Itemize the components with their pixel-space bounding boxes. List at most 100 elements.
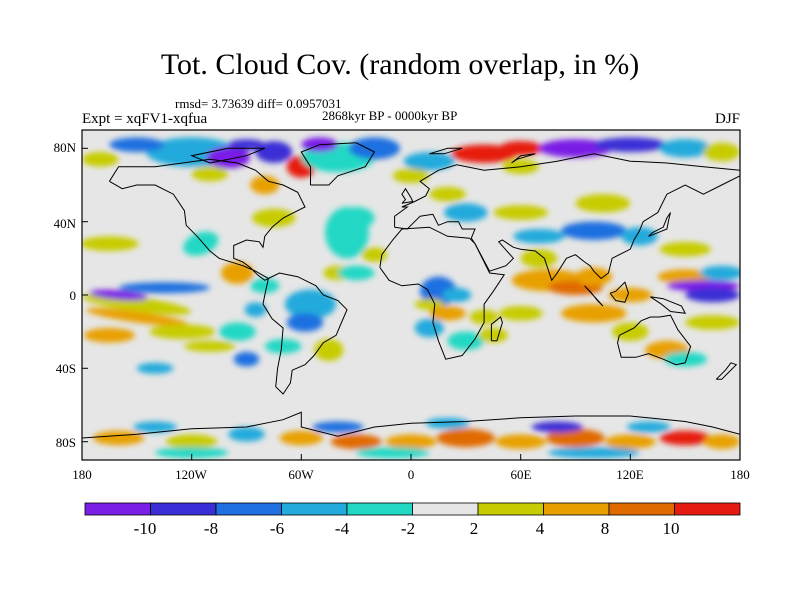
- anomaly-patch: [575, 267, 613, 286]
- lon-tick-0: 0: [407, 467, 415, 482]
- coastline: [650, 296, 687, 314]
- lat-tick-0: 0: [69, 288, 77, 303]
- anomaly-patch: [699, 265, 740, 281]
- anomaly-patch: [659, 430, 711, 446]
- anomaly-patch: [659, 139, 711, 158]
- anomaly-patch: [252, 208, 296, 228]
- coastline: [108, 158, 306, 281]
- anomaly-patch: [575, 194, 631, 213]
- colorbar-swatch: [150, 502, 217, 516]
- colorbar-swatch: [477, 502, 544, 516]
- anomaly-patch: [330, 434, 382, 450]
- anomaly-patch: [228, 139, 265, 151]
- colorbar-label: -10: [133, 519, 157, 538]
- anomaly-patch: [93, 430, 145, 446]
- anomaly-patch: [685, 315, 740, 330]
- anomaly-field: [82, 130, 740, 460]
- anomaly-patch: [221, 262, 254, 284]
- anomaly-patch: [560, 304, 627, 323]
- coastline: [401, 187, 414, 204]
- coastline: [511, 153, 536, 164]
- anomaly-patch: [361, 247, 388, 262]
- colorbar-swatch: [608, 502, 675, 516]
- lon-tick-120w: 120W: [175, 467, 207, 482]
- anomaly-patch: [279, 430, 324, 446]
- anomaly-patch: [286, 313, 324, 332]
- anomaly-patch: [356, 447, 430, 459]
- anomaly-patch: [219, 322, 256, 341]
- anomaly-patch: [436, 428, 495, 448]
- coastline: [429, 147, 463, 155]
- coastline: [394, 153, 740, 282]
- anomaly-patch: [118, 282, 210, 294]
- coastline: [584, 285, 604, 307]
- coastline: [82, 411, 740, 439]
- lat-tick-40s: 40S: [55, 361, 76, 376]
- anomaly-patch: [392, 168, 430, 184]
- colorbar-swatch: [281, 502, 348, 516]
- lat-tick-40n: 40N: [53, 216, 76, 231]
- anomaly-patch: [155, 447, 229, 459]
- lon-tick-180w: 180: [72, 467, 92, 482]
- anomaly-patch: [663, 351, 708, 367]
- anomaly-patch: [703, 434, 740, 450]
- lon-tick-60w: 60W: [288, 467, 314, 482]
- anomaly-patch: [560, 221, 627, 240]
- colorbar-label: -8: [203, 519, 219, 538]
- anomaly-patch: [149, 324, 216, 340]
- colorbar-label: -2: [400, 519, 416, 538]
- anomaly-patch: [414, 298, 444, 310]
- anomaly-patch: [429, 186, 466, 202]
- anomaly-patch: [255, 141, 293, 163]
- colorbar-label: 4: [535, 519, 545, 538]
- anomaly-patch: [493, 205, 549, 220]
- colorbar-label: -6: [269, 519, 285, 538]
- anomaly-patch: [109, 137, 165, 152]
- anomaly-patch: [312, 421, 364, 433]
- experiment-label: Expt = xqFV1-xqfua: [82, 111, 208, 127]
- anomaly-patch: [89, 289, 148, 301]
- anomaly-patch: [447, 331, 485, 350]
- anomaly-patch: [495, 434, 547, 450]
- coastline: [616, 314, 692, 366]
- anomaly-patch: [531, 421, 583, 433]
- anomaly-patch: [659, 241, 711, 257]
- colorbar-swatch: [346, 502, 413, 516]
- anomaly-patch: [621, 227, 658, 246]
- anomaly-patch: [337, 207, 375, 229]
- colorbar: [84, 502, 741, 516]
- colorbar-label: 10: [662, 519, 680, 538]
- colorbar-swatch: [674, 502, 741, 516]
- anomaly-patch: [86, 308, 188, 326]
- lat-tick-80n: 80N: [53, 140, 76, 155]
- colorbar-swatch: [543, 502, 610, 516]
- anomaly-patch: [250, 175, 280, 195]
- anomaly-patch: [498, 141, 543, 156]
- anomaly-patch: [546, 428, 605, 448]
- anomaly-patch: [443, 203, 488, 222]
- anomaly-patch: [538, 139, 613, 158]
- anomaly-patch: [250, 278, 280, 294]
- lon-tick-180e: 180: [730, 467, 750, 482]
- season-label: DJF: [714, 111, 740, 127]
- anomaly-patch: [206, 146, 251, 169]
- anomaly-patch: [264, 339, 302, 354]
- anomaly-patch: [136, 362, 174, 374]
- coastline: [300, 142, 376, 186]
- colorbar-swatch: [215, 502, 282, 516]
- coastline: [648, 212, 671, 237]
- anomaly-patch: [429, 306, 466, 321]
- map-title: Tot. Cloud Cov. (random overlap, in %): [160, 48, 640, 81]
- stats-text: rmsd= 3.73639 diff= 0.0957031: [175, 96, 342, 111]
- colorbar-swatch: [84, 502, 151, 516]
- lon-tick-120e: 120E: [616, 467, 644, 482]
- anomaly-patch: [82, 236, 139, 251]
- anomaly-patch: [425, 417, 470, 429]
- anomaly-patch: [685, 287, 740, 303]
- lon-tick-60e: 60E: [510, 467, 532, 482]
- anomaly-patch: [337, 265, 375, 281]
- anomaly-patch: [82, 152, 119, 167]
- anomaly-patch: [478, 328, 508, 343]
- anomaly-patch: [604, 434, 656, 450]
